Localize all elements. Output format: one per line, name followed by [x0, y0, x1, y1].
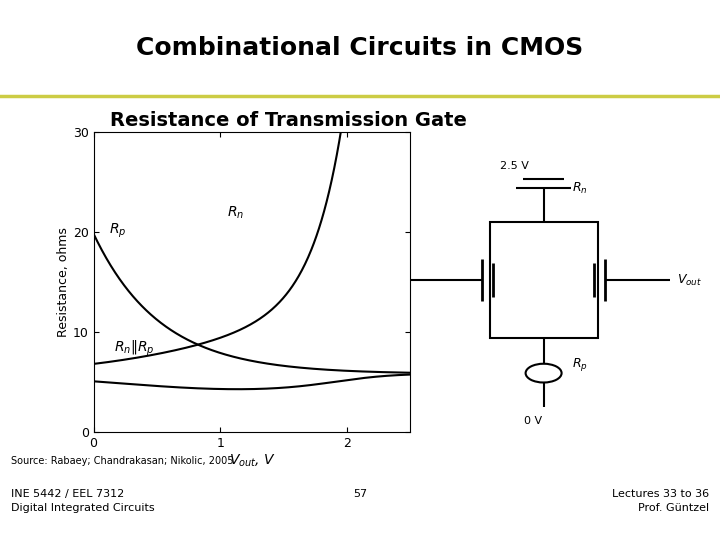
X-axis label: $V_{out}$, V: $V_{out}$, V — [228, 453, 276, 469]
Text: $R_p$: $R_p$ — [572, 356, 588, 373]
Text: $R_n \| R_p$: $R_n \| R_p$ — [114, 339, 154, 359]
Text: 2.5 V: 2.5 V — [367, 275, 396, 285]
Text: $R_p$: $R_p$ — [109, 222, 126, 240]
Text: INE 5442 / EEL 7312
Digital Integrated Circuits: INE 5442 / EEL 7312 Digital Integrated C… — [11, 489, 154, 512]
Text: Lectures 33 to 36
Prof. Güntzel: Lectures 33 to 36 Prof. Güntzel — [612, 489, 709, 512]
Y-axis label: Resistance, ohms: Resistance, ohms — [57, 227, 70, 337]
Text: Source: Rabaey; Chandrakasan; Nikolic, 2005: Source: Rabaey; Chandrakasan; Nikolic, 2… — [11, 456, 233, 466]
Text: 57: 57 — [353, 489, 367, 500]
Text: $R_n$: $R_n$ — [227, 205, 244, 221]
Text: $V_{out}$: $V_{out}$ — [677, 273, 702, 288]
Text: 2.5 V: 2.5 V — [500, 161, 529, 171]
Text: 0 V: 0 V — [523, 416, 542, 426]
Text: Resistance of Transmission Gate: Resistance of Transmission Gate — [109, 111, 467, 130]
Text: Combinational Circuits in CMOS: Combinational Circuits in CMOS — [136, 36, 584, 60]
Text: $R_n$: $R_n$ — [572, 180, 588, 195]
